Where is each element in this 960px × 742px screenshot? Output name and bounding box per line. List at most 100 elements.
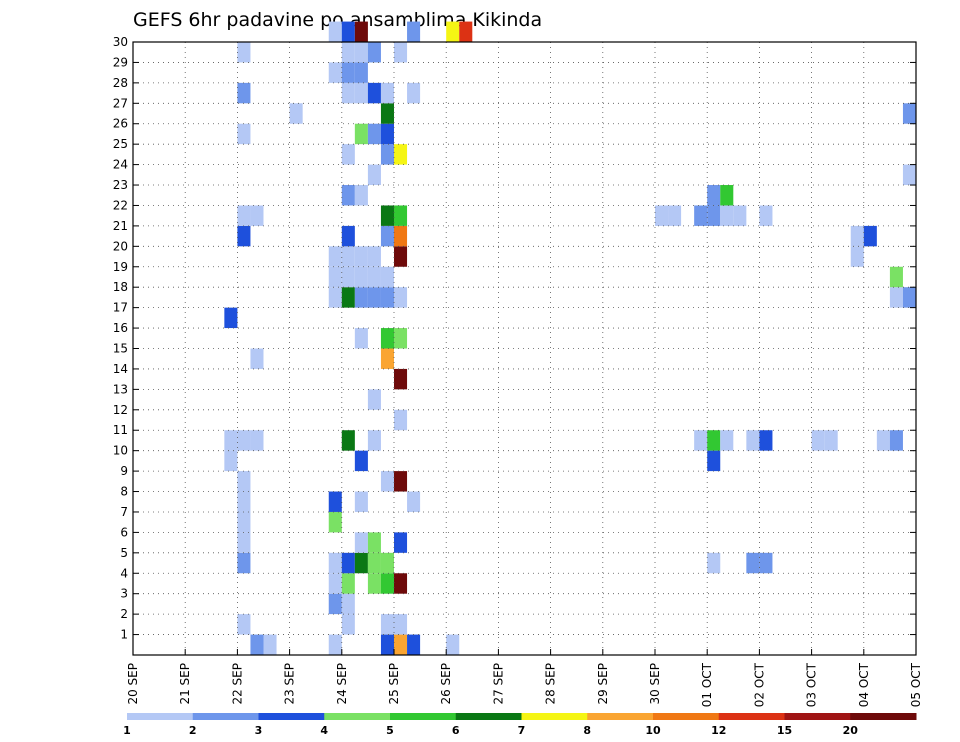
x-tick-label: 29 SEP [596, 663, 610, 705]
colorbar-swatch [258, 713, 325, 720]
heatmap-cell [354, 82, 368, 104]
heatmap-cell [394, 614, 408, 635]
heatmap-cell [380, 471, 394, 492]
colorbar-label: 2 [189, 724, 197, 737]
colorbar-label: 15 [777, 724, 792, 737]
heatmap-cell [237, 491, 251, 512]
heatmap-cell [720, 205, 734, 226]
y-tick-label: 22 [113, 198, 128, 212]
heatmap-cell [707, 450, 721, 472]
heatmap-cell [380, 328, 394, 349]
heatmap-cells [224, 21, 916, 655]
heatmap-cell [328, 246, 342, 267]
heatmap-cell [380, 573, 394, 594]
heatmap-cell [394, 287, 408, 308]
heatmap-cell [394, 471, 408, 492]
y-tick-label: 25 [113, 137, 128, 151]
y-tick-label: 10 [113, 444, 128, 458]
heatmap-cell [354, 42, 368, 63]
colorbar-label: 5 [386, 724, 394, 737]
x-tick-label: 26 SEP [439, 663, 453, 705]
heatmap-cell [380, 123, 394, 145]
heatmap-cell [889, 287, 903, 308]
heatmap-cell [367, 42, 381, 63]
x-tick-label: 04 OCT [857, 662, 871, 707]
heatmap-cell [341, 185, 355, 206]
heatmap-cell [380, 287, 394, 308]
heatmap-cell [759, 430, 773, 451]
heatmap-cell [394, 246, 408, 267]
heatmap-cell [694, 430, 708, 451]
heatmap-cell [354, 21, 368, 42]
colorbar-label: 8 [583, 724, 591, 737]
heatmap-cell [354, 328, 368, 349]
heatmap-cell [746, 430, 760, 451]
heatmap-cell [237, 614, 251, 635]
heatmap-cell [354, 532, 368, 553]
heatmap-cell [394, 634, 408, 655]
y-tick-label: 2 [120, 607, 128, 621]
colorbar-swatch [390, 713, 457, 720]
heatmap-cell [889, 266, 903, 288]
heatmap-cell [341, 430, 355, 451]
heatmap-cell [902, 103, 916, 124]
y-tick-label: 5 [120, 546, 128, 560]
y-tick-label: 26 [113, 117, 128, 131]
colorbar-label: 12 [711, 724, 726, 737]
colorbar-swatch [127, 713, 194, 720]
x-tick-label: 20 SEP [126, 663, 140, 705]
x-tick-label: 25 SEP [387, 663, 401, 705]
y-tick-label: 28 [113, 76, 128, 90]
heatmap-cell [811, 430, 825, 451]
heatmap-cell [224, 430, 238, 451]
y-tick-label: 23 [113, 178, 128, 192]
heatmap-cell [380, 144, 394, 165]
heatmap-cell [237, 471, 251, 492]
y-tick-label: 18 [113, 280, 128, 294]
colorbar-label: 6 [452, 724, 460, 737]
heatmap-cell [354, 266, 368, 288]
heatmap-cell [394, 368, 408, 390]
y-tick-label: 9 [120, 464, 128, 478]
heatmap-cell [341, 266, 355, 288]
heatmap-cell [367, 287, 381, 308]
y-tick-label: 21 [113, 219, 128, 233]
heatmap-cell [328, 21, 342, 42]
heatmap-cell [394, 328, 408, 349]
heatmap-cell [707, 205, 721, 226]
heatmap-cell [250, 348, 264, 369]
heatmap-cell [328, 491, 342, 512]
heatmap-cell [237, 82, 251, 104]
heatmap-cell [328, 593, 342, 615]
heatmap-cell [341, 593, 355, 615]
heatmap-cell [341, 614, 355, 635]
heatmap-cell [354, 450, 368, 472]
colorbar-label: 7 [518, 724, 526, 737]
heatmap-cell [237, 511, 251, 533]
heatmap-cell [341, 82, 355, 104]
heatmap-cell [380, 82, 394, 104]
colorbar-label: 4 [320, 724, 328, 737]
heatmap-cell [341, 225, 355, 247]
y-tick-label: 29 [113, 55, 128, 69]
y-tick-label: 7 [120, 505, 128, 519]
y-tick-label: 24 [113, 158, 128, 172]
heatmap-cell [237, 42, 251, 63]
heatmap-cell [824, 430, 838, 451]
heatmap-cell [250, 205, 264, 226]
heatmap-cell [237, 532, 251, 553]
heatmap-cell [367, 246, 381, 267]
heatmap-cell [224, 450, 238, 472]
heatmap-cell [380, 225, 394, 247]
heatmap-cell [380, 266, 394, 288]
heatmap-cell [707, 430, 721, 451]
colorbar-swatch [718, 713, 785, 720]
heatmap-cell [746, 552, 760, 574]
y-tick-label: 20 [113, 239, 128, 253]
heatmap-cell [341, 246, 355, 267]
colorbar-swatch [521, 713, 588, 720]
heatmap-cell [889, 430, 903, 451]
colorbar-swatch [192, 713, 259, 720]
y-tick-label: 3 [120, 587, 128, 601]
colorbar-swatch [455, 713, 522, 720]
